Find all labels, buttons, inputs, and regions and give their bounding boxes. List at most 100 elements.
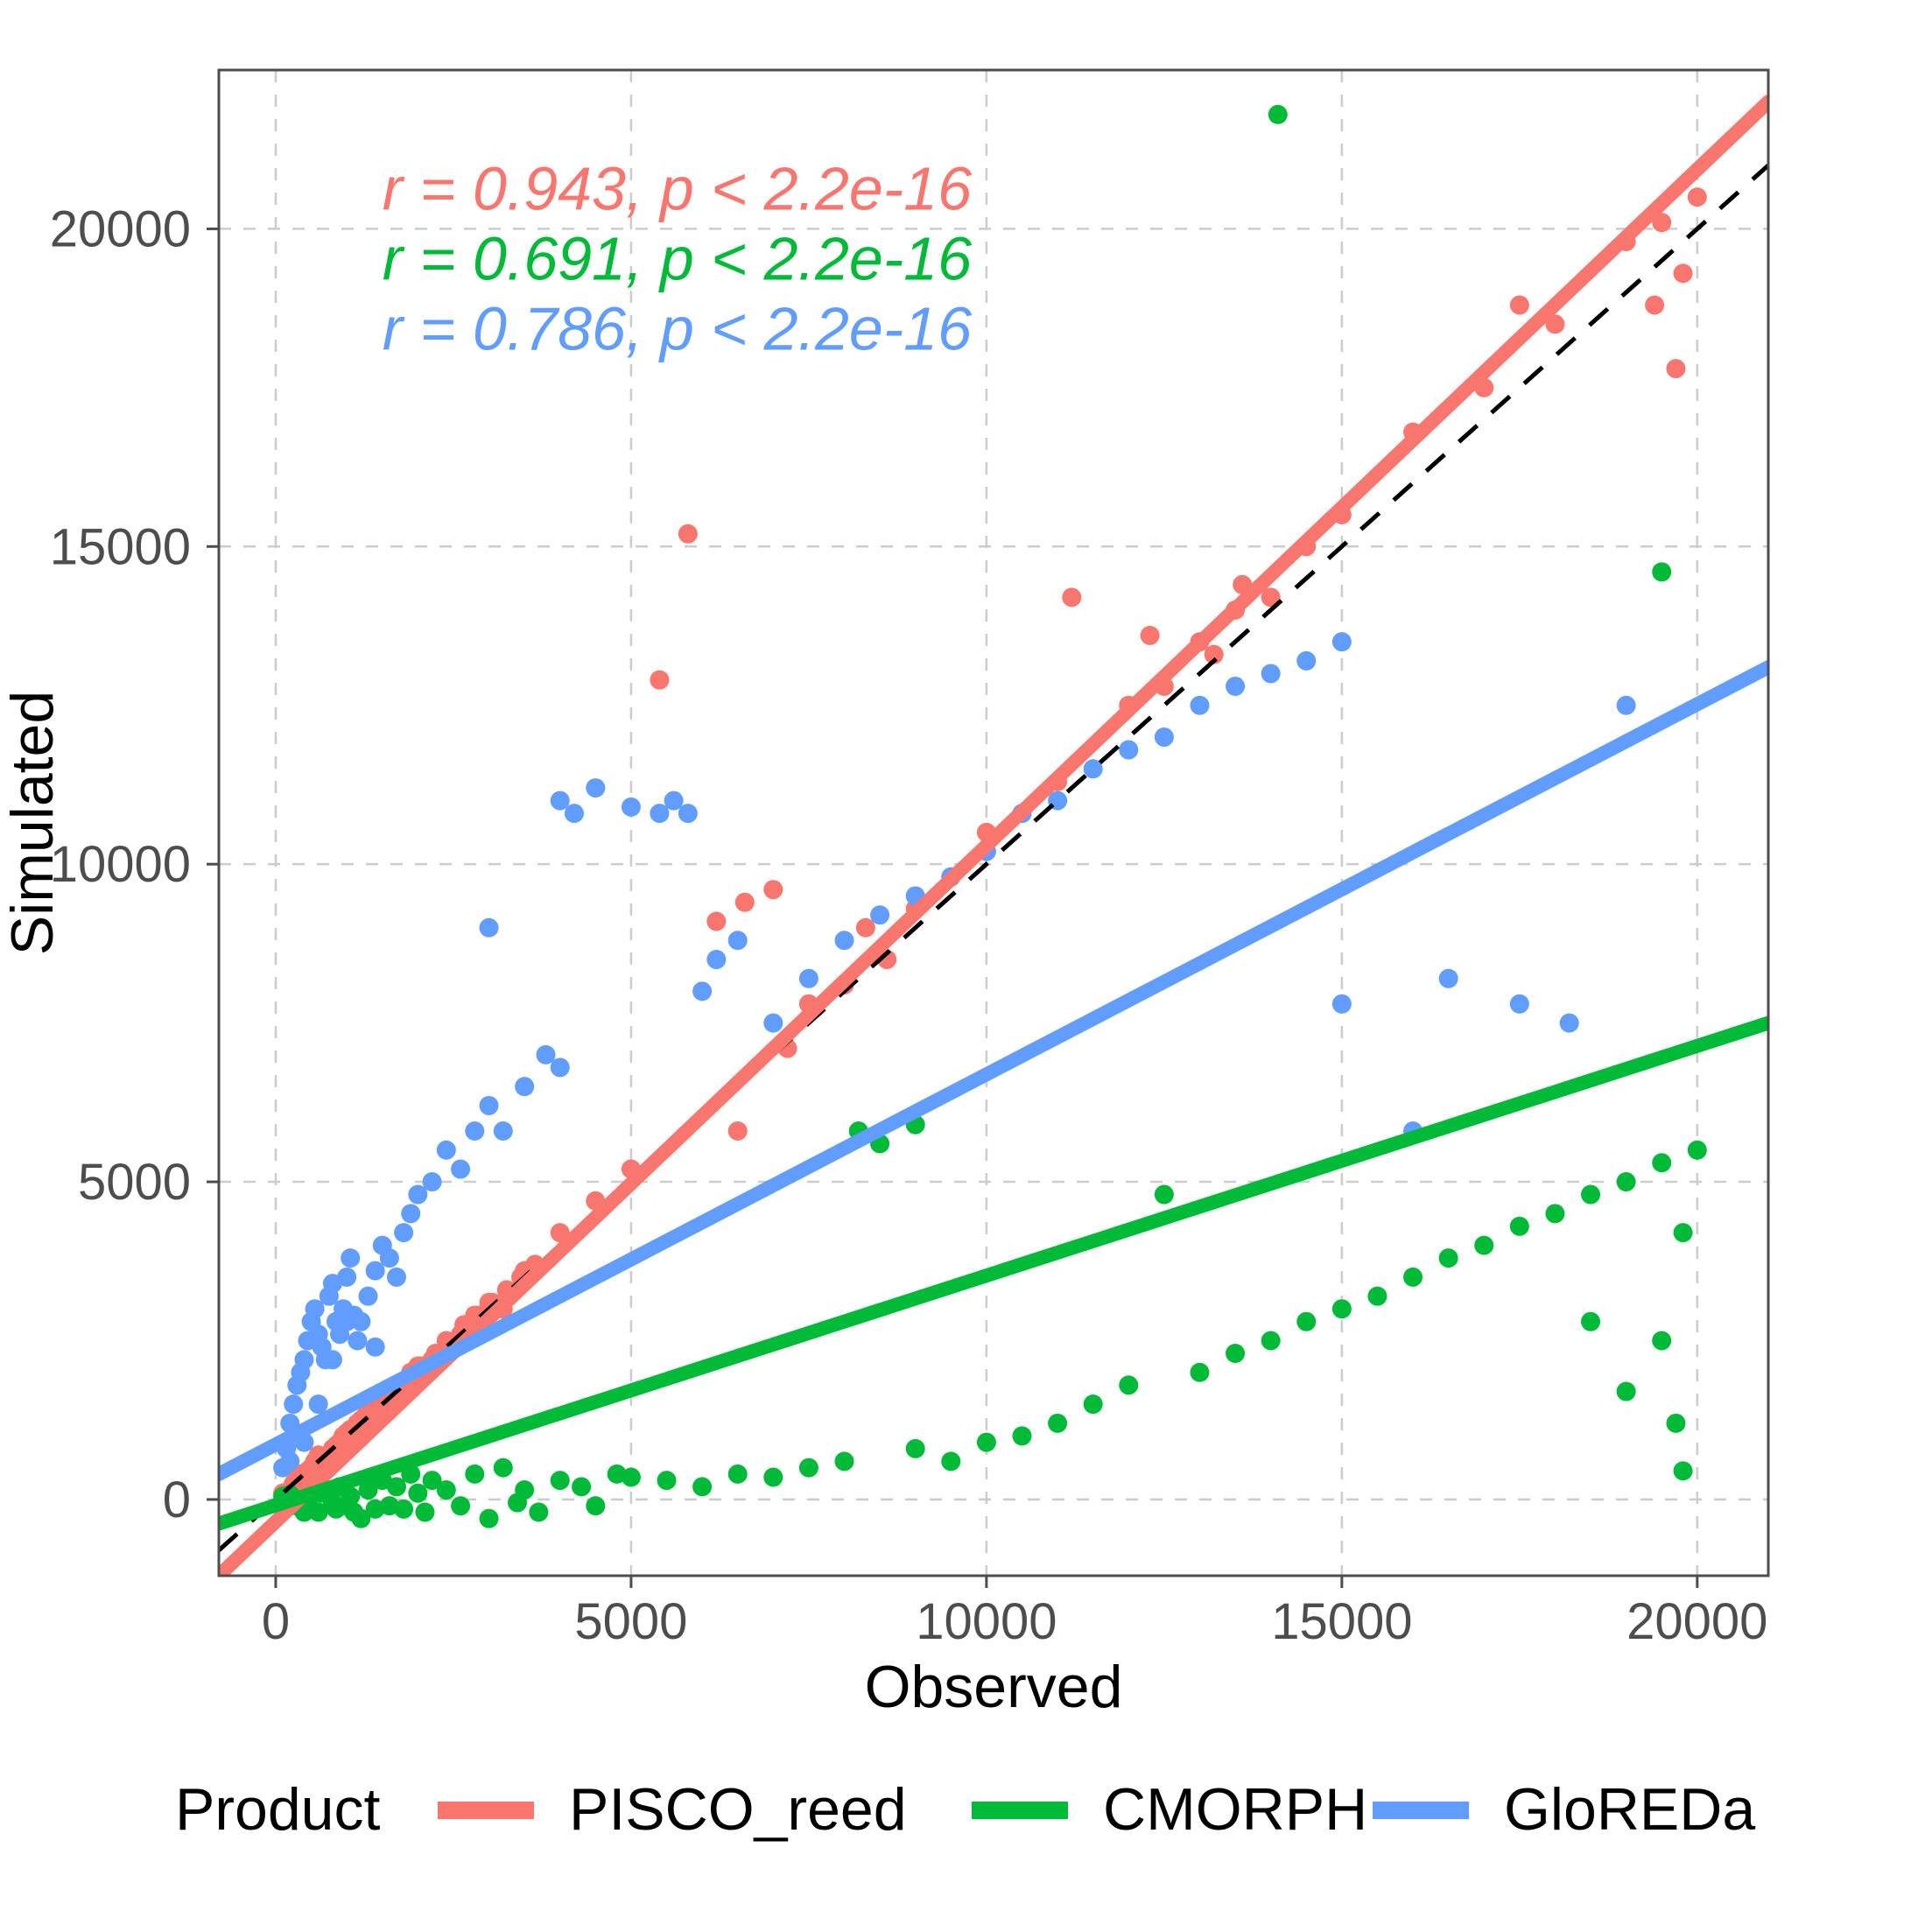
scatter-point [1403, 1268, 1423, 1287]
scatter-point [1688, 1141, 1707, 1160]
scatter-point [1261, 1331, 1281, 1350]
scatter-point [1226, 677, 1245, 696]
scatter-point [1226, 1344, 1245, 1363]
scatter-point [1048, 1414, 1067, 1433]
scatter-point [480, 1509, 499, 1528]
legend-label: CMORPH [1103, 1776, 1367, 1843]
y-tick-label: 10000 [50, 836, 191, 893]
scatter-point [1652, 1153, 1671, 1172]
scatter-point [1674, 1461, 1693, 1480]
scatter-point [366, 1338, 385, 1357]
scatter-point [1141, 626, 1160, 645]
scatter-point [337, 1268, 356, 1287]
scatter-point [1268, 105, 1288, 124]
scatter-point [515, 1077, 534, 1096]
scatter-point [586, 1496, 605, 1515]
scatter-point [1617, 696, 1636, 715]
scatter-point [337, 1312, 356, 1331]
scatter-point [359, 1287, 378, 1306]
scatter-point [1119, 1375, 1138, 1395]
scatter-point [451, 1496, 470, 1515]
scatter-point [763, 880, 783, 899]
scatter-point [394, 1500, 413, 1519]
scatter-point [401, 1204, 420, 1223]
scatter-point [728, 1465, 748, 1484]
scatter-point [1617, 1382, 1636, 1402]
scatter-point [586, 778, 605, 797]
y-axis-label: Simulated [0, 691, 66, 955]
scatter-point [834, 931, 854, 950]
scatter-point [480, 1096, 499, 1115]
scatter-point [706, 950, 726, 969]
legend-label: GloREDa [1504, 1776, 1755, 1843]
scatter-point [1190, 696, 1209, 715]
scatter-point [1510, 296, 1529, 315]
scatter-point [728, 1121, 748, 1141]
scatter-point [451, 1160, 470, 1179]
scatter-point [870, 905, 889, 924]
scatter-point [1296, 651, 1316, 671]
scatter-point [1332, 994, 1352, 1014]
scatter-point [1560, 1014, 1579, 1033]
x-tick-label: 10000 [916, 1593, 1057, 1650]
scatter-point [1155, 1185, 1174, 1205]
scatter-point [763, 1014, 783, 1033]
scatter-point [678, 524, 698, 544]
scatter-point [551, 1057, 570, 1077]
chart-svg: r = 0.943, p < 2.2e-16r = 0.691, p < 2.2… [0, 0, 1932, 1932]
scatter-point [1261, 664, 1281, 683]
legend-label: PISCO_reed [569, 1776, 907, 1843]
scatter-point [622, 797, 641, 817]
scatter-point [1062, 587, 1081, 607]
scatter-point [763, 1468, 783, 1487]
scatter-point [678, 804, 698, 823]
scatter-point [977, 1433, 996, 1452]
scatter-point [1012, 1426, 1031, 1445]
scatter-point [1155, 727, 1174, 747]
scatter-point [1674, 1223, 1693, 1242]
scatter-point [465, 1121, 484, 1141]
scatter-point [294, 1350, 313, 1369]
scatter-point [1084, 1395, 1103, 1414]
scatter-point [1652, 1331, 1671, 1350]
scatter-point [494, 1458, 513, 1478]
scatter-point [380, 1248, 399, 1268]
scatter-point [494, 1121, 513, 1141]
scatter-point [1474, 1236, 1493, 1255]
scatter-point [551, 1471, 570, 1490]
scatter-point [1332, 632, 1352, 651]
scatter-point [348, 1331, 367, 1350]
scatter-point [341, 1248, 360, 1268]
scatter-point [437, 1480, 456, 1500]
x-tick-label: 15000 [1271, 1593, 1412, 1650]
scatter-point [423, 1172, 442, 1191]
scatter-point [1296, 1312, 1316, 1331]
scatter-point [735, 893, 755, 912]
scatter-point [622, 1468, 641, 1487]
legend-title: Product [175, 1776, 380, 1843]
scatter-point [394, 1223, 413, 1242]
scatter-point [387, 1268, 406, 1287]
scatter-point [1190, 1363, 1209, 1382]
scatter-point [1119, 741, 1138, 760]
x-tick-label: 0 [262, 1593, 290, 1650]
scatter-point [1581, 1185, 1600, 1205]
x-tick-label: 5000 [574, 1593, 687, 1650]
scatter-point [1617, 1172, 1636, 1191]
scatter-point [728, 931, 748, 950]
correlation-annotation: r = 0.691, p < 2.2e-16 [383, 224, 972, 292]
scatter-point [657, 1471, 677, 1490]
scatter-point [572, 1477, 591, 1496]
scatter-point [437, 1141, 456, 1160]
scatter-point [1674, 263, 1693, 283]
scatter-point [1645, 296, 1664, 315]
scatter-point [415, 1502, 434, 1521]
scatter-point [1367, 1287, 1387, 1306]
x-axis-label: Observed [865, 1654, 1123, 1720]
scatter-point [284, 1395, 303, 1414]
scatter-point [1510, 1217, 1529, 1236]
scatter-point [280, 1451, 299, 1471]
scatter-point [1439, 969, 1458, 988]
scatter-point [1510, 994, 1529, 1014]
scatter-point [799, 1458, 818, 1478]
